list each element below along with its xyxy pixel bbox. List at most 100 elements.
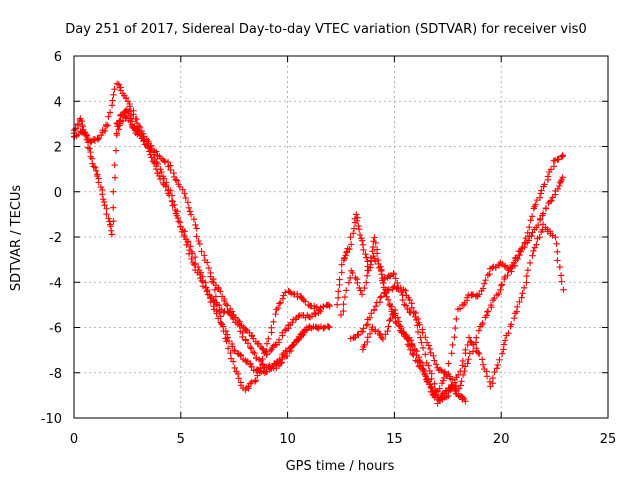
data-point bbox=[166, 191, 173, 199]
data-point bbox=[542, 204, 550, 212]
data-point bbox=[308, 313, 316, 320]
data-point bbox=[533, 241, 540, 248]
data-point bbox=[354, 279, 361, 287]
data-point bbox=[340, 300, 347, 308]
data-point bbox=[324, 323, 331, 330]
data-point bbox=[103, 205, 110, 212]
data-point bbox=[148, 154, 155, 161]
data-point bbox=[400, 328, 407, 336]
data-point bbox=[559, 174, 566, 181]
data-point bbox=[90, 163, 97, 170]
data-point bbox=[408, 350, 416, 357]
data-point bbox=[479, 361, 487, 368]
data-point bbox=[560, 286, 567, 293]
data-point bbox=[463, 294, 471, 301]
data-point bbox=[259, 355, 266, 363]
data-point bbox=[505, 330, 512, 337]
data-point bbox=[476, 291, 483, 298]
data-point bbox=[526, 223, 533, 231]
data-point bbox=[333, 301, 341, 308]
data-point bbox=[350, 225, 358, 232]
data-point bbox=[188, 250, 196, 257]
data-point bbox=[353, 211, 360, 218]
data-point bbox=[222, 301, 230, 308]
data-point bbox=[334, 294, 342, 302]
data-point bbox=[406, 296, 413, 304]
data-point bbox=[277, 299, 285, 306]
data-point bbox=[402, 302, 410, 309]
axis-ticks bbox=[73, 55, 609, 419]
data-point bbox=[362, 279, 370, 286]
data-point bbox=[421, 371, 429, 378]
data-point bbox=[136, 123, 144, 131]
data-point bbox=[376, 330, 383, 337]
data-point bbox=[147, 151, 154, 158]
series-track-7 bbox=[347, 174, 566, 393]
data-point bbox=[187, 243, 194, 250]
data-point bbox=[419, 329, 426, 336]
data-point bbox=[182, 194, 189, 202]
data-point bbox=[158, 168, 165, 176]
y-tick-label: 2 bbox=[54, 141, 62, 156]
data-point bbox=[194, 263, 202, 271]
data-point bbox=[385, 323, 392, 330]
data-point bbox=[167, 166, 174, 174]
data-point bbox=[525, 237, 533, 244]
data-point bbox=[94, 136, 102, 143]
data-point bbox=[394, 314, 402, 321]
data-point bbox=[105, 113, 112, 120]
data-point bbox=[368, 257, 375, 264]
data-point bbox=[111, 174, 119, 181]
data-point bbox=[251, 349, 258, 357]
data-point bbox=[422, 351, 429, 358]
data-point bbox=[449, 341, 456, 349]
data-point bbox=[109, 97, 116, 104]
data-point bbox=[301, 329, 308, 336]
data-point bbox=[392, 310, 399, 317]
data-point bbox=[405, 342, 413, 350]
data-point bbox=[558, 278, 565, 285]
data-point bbox=[380, 275, 388, 283]
data-point bbox=[479, 285, 487, 292]
data-point bbox=[222, 335, 229, 342]
data-point bbox=[445, 360, 452, 367]
data-point bbox=[141, 141, 149, 148]
y-tick-label: -4 bbox=[49, 276, 62, 291]
data-point bbox=[550, 163, 558, 170]
data-point bbox=[298, 332, 305, 339]
data-point bbox=[495, 290, 502, 298]
data-point bbox=[229, 343, 236, 350]
data-point bbox=[462, 346, 469, 354]
y-axis-label: SDTVAR / TECUs bbox=[9, 185, 24, 292]
data-point bbox=[204, 286, 211, 294]
data-point bbox=[459, 357, 467, 365]
data-point bbox=[424, 376, 432, 384]
data-point bbox=[410, 351, 417, 359]
data-point bbox=[546, 198, 554, 205]
data-point bbox=[369, 323, 376, 331]
data-point bbox=[345, 279, 353, 286]
data-point bbox=[198, 248, 205, 255]
data-point bbox=[243, 358, 250, 366]
data-point bbox=[224, 302, 231, 309]
data-point bbox=[554, 185, 562, 193]
data-point bbox=[184, 199, 192, 206]
data-point bbox=[378, 271, 385, 278]
data-point bbox=[364, 334, 371, 341]
data-point bbox=[403, 335, 411, 343]
data-point bbox=[198, 277, 206, 285]
data-point bbox=[414, 358, 421, 365]
data-point bbox=[362, 250, 369, 258]
data-point bbox=[448, 350, 455, 357]
data-point bbox=[457, 382, 464, 389]
data-point bbox=[193, 233, 200, 240]
data-point bbox=[436, 385, 443, 392]
data-point bbox=[275, 336, 283, 344]
data-point bbox=[107, 227, 115, 234]
data-point bbox=[190, 216, 198, 223]
data-point bbox=[103, 211, 110, 218]
data-point bbox=[276, 300, 283, 307]
data-point bbox=[508, 268, 515, 275]
data-point bbox=[378, 293, 385, 300]
